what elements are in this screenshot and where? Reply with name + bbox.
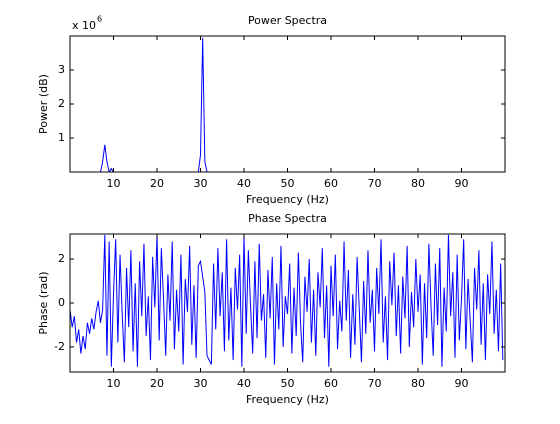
y-tick-label: 0 (58, 296, 65, 309)
y-tick-label: 2 (58, 252, 65, 265)
x-tick-label: 10 (107, 377, 121, 390)
y-tick-label: -2 (54, 340, 65, 353)
x-tick-label: 30 (194, 177, 208, 190)
axes-title: Power Spectra (248, 14, 327, 27)
x-tick-label: 30 (194, 377, 208, 390)
data-line (70, 234, 504, 367)
x-tick-label: 20 (150, 377, 164, 390)
x-tick-label: 40 (237, 177, 251, 190)
y-multiplier-base: x 10 (72, 19, 96, 32)
y-axis-label: Phase (rad) (37, 271, 50, 334)
x-tick-label: 90 (455, 377, 469, 390)
x-tick-label: 70 (368, 377, 382, 390)
axes-title: Phase Spectra (248, 212, 327, 225)
x-tick-label: 50 (281, 177, 295, 190)
y-axis-label: Power (dB) (37, 74, 50, 134)
x-tick-label: 80 (411, 177, 425, 190)
y-tick-label: 1 (58, 131, 65, 144)
x-tick-label: 50 (281, 377, 295, 390)
axes-background (70, 36, 505, 172)
x-tick-label: 70 (368, 177, 382, 190)
x-tick-label: 20 (150, 177, 164, 190)
x-tick-label: 90 (455, 177, 469, 190)
y-multiplier-exponent: 6 (97, 15, 102, 24)
x-tick-label: 80 (411, 377, 425, 390)
y-tick-label: 2 (58, 97, 65, 110)
y-tick-label: 3 (58, 63, 65, 76)
x-tick-label: 60 (324, 177, 338, 190)
x-axis-label: Frequency (Hz) (246, 393, 329, 406)
x-tick-label: 40 (237, 377, 251, 390)
x-tick-label: 10 (107, 177, 121, 190)
x-axis-label: Frequency (Hz) (246, 193, 329, 206)
x-tick-label: 60 (324, 377, 338, 390)
